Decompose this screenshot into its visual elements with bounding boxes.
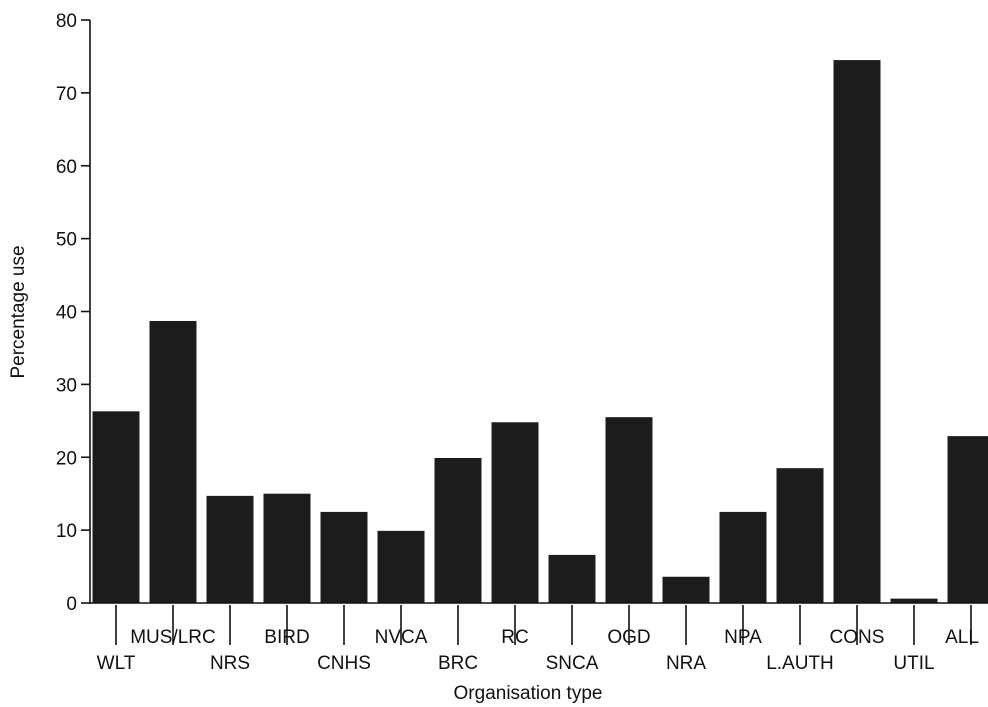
bar-nrs — [206, 495, 254, 603]
x-tick-label: MUS/LRC — [130, 627, 216, 648]
x-tick-label: CONS — [830, 627, 885, 648]
bar-nvca — [377, 530, 425, 603]
y-tick-label: 40 — [56, 303, 77, 324]
bar-ogd — [605, 417, 653, 603]
x-tick-label: L.AUTH — [766, 653, 834, 674]
bar-wlt — [92, 411, 140, 603]
x-tick-label: NVCA — [375, 627, 428, 648]
y-tick-label: 30 — [56, 375, 77, 396]
bar-brc — [434, 457, 482, 603]
y-tick-label: 80 — [56, 11, 77, 32]
y-tick-label: 10 — [56, 521, 77, 542]
x-tick-label: BIRD — [264, 627, 309, 648]
y-tick-label: 20 — [56, 448, 77, 469]
x-tick-label: WLT — [97, 653, 136, 674]
bar-l-auth — [776, 468, 824, 603]
x-tick-label: NRA — [666, 653, 706, 674]
bars — [92, 60, 988, 604]
bar-bird — [263, 493, 311, 603]
y-tick-label: 60 — [56, 157, 77, 178]
x-tick-label: NRS — [210, 653, 250, 674]
y-tick-label: 50 — [56, 230, 77, 251]
bar-nra — [662, 576, 710, 603]
x-tick-label: BRC — [438, 653, 478, 674]
x-tick-label: CNHS — [317, 653, 371, 674]
x-tick-label: UTIL — [893, 653, 934, 674]
bar-cons — [833, 60, 881, 604]
y-tick-label: 70 — [56, 84, 77, 105]
x-tick-label: RC — [501, 627, 528, 648]
y-axis-title: Percentage use — [8, 245, 29, 378]
bar-rc — [491, 422, 539, 603]
x-axis-title: Organisation type — [454, 683, 603, 704]
bar-snca — [548, 554, 596, 603]
y-axis: 0 10 20 30 40 50 60 70 80 — [56, 11, 91, 615]
x-tick-label: OGD — [607, 627, 650, 648]
bar-util — [890, 598, 938, 603]
bar-npa — [719, 511, 767, 603]
x-tick-label: SNCA — [546, 653, 599, 674]
bar-cnhs — [320, 511, 368, 603]
x-tick-label: ALL — [945, 627, 979, 648]
bar-all — [947, 436, 988, 603]
y-tick-label: 0 — [66, 594, 77, 615]
x-tick-label: NPA — [724, 627, 762, 648]
bar-mus-lrc — [149, 320, 197, 603]
